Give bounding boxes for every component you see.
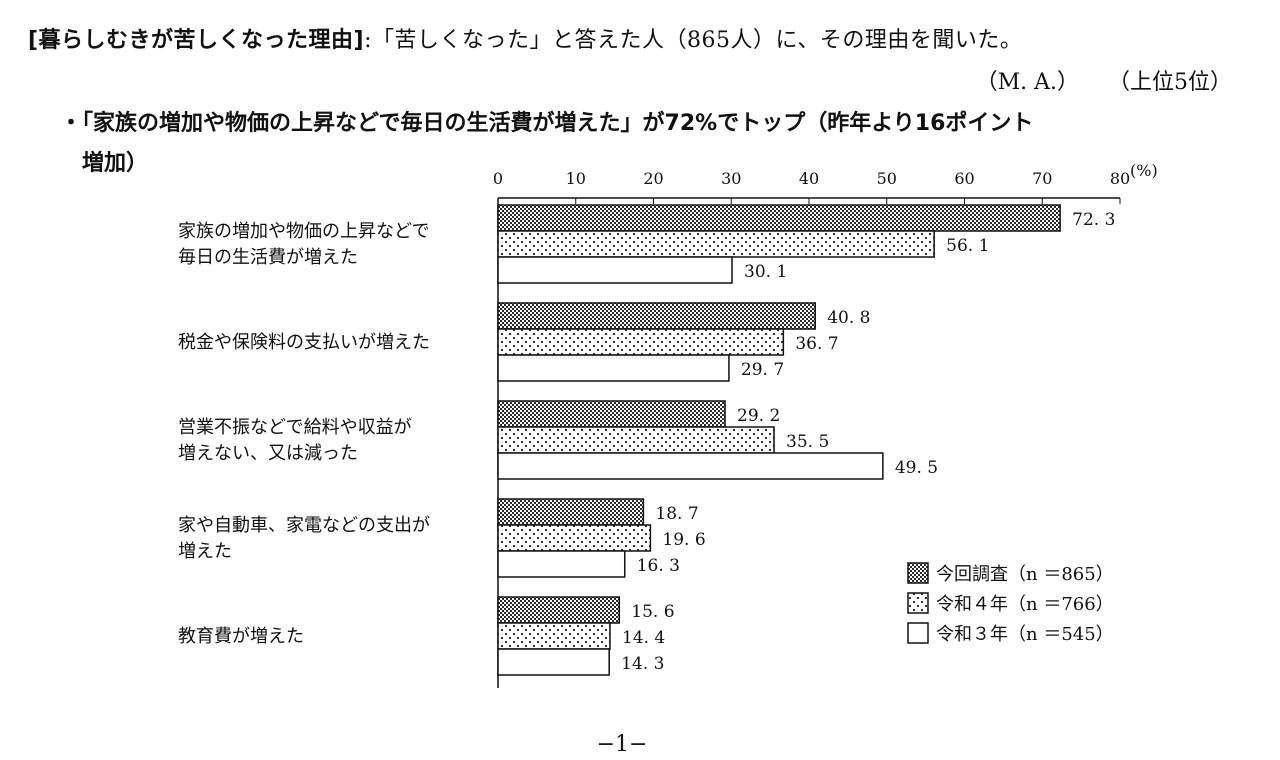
category-label: 毎日の生活費が増えた [178,247,358,268]
legend-swatch [907,562,929,584]
data-label: 16. 3 [637,556,680,576]
data-label: 56. 1 [946,236,989,256]
title-text: :「苦しくなった」と答えた人（865人）に、その理由を聞いた。 [364,28,1023,53]
bar [497,596,621,624]
x-tick-label: 80 [1110,169,1130,188]
data-label: 14. 3 [621,654,664,674]
data-label: 49. 5 [895,458,938,478]
bar [497,498,645,526]
summary-line-2: 増加） [82,151,149,176]
bar [497,328,785,356]
x-tick-label: 10 [566,169,586,188]
bar [497,204,1061,232]
category-label: 税金や保険料の支払いが増えた [178,332,430,353]
title-bracket: [暮らしむきが苦しくなった理由] [28,28,365,53]
category-label: 家族の増加や物価の上昇などで [178,221,430,242]
summary-text: ・「家族の増加や物価の上昇などで毎日の生活費が増えた」が72%でトップ（昨年より… [60,104,1220,184]
legend-label: 令和４年（n ＝766） [936,594,1114,615]
bar [497,400,726,428]
data-label: 19. 6 [662,530,705,550]
category-label: 増えた [178,541,232,562]
bar [497,230,935,258]
data-label: 72. 3 [1072,210,1115,230]
x-tick-label: 50 [877,169,897,188]
bar [497,622,611,650]
x-tick-label: 30 [721,169,741,188]
multiple-answer-note: （M. A.） [975,70,1079,95]
x-axis-unit: (%) [1130,161,1158,180]
summary-line-1: ・「家族の増加や物価の上昇などで毎日の生活費が増えた」が72%でトップ（昨年より… [60,111,1034,136]
data-label: 18. 7 [655,504,698,524]
page-number: −1− [596,732,648,757]
chart-title: [暮らしむきが苦しくなった理由]:「苦しくなった」と答えた人（865人）に、その… [28,22,1022,54]
x-tick-label: 20 [643,169,663,188]
category-label: 家や自動車、家電などの支出が [178,515,430,536]
data-label: 30. 1 [744,262,787,282]
category-label: 営業不振などで給料や収益が [178,417,412,438]
bar [497,550,626,578]
x-tick-label: 40 [799,169,819,188]
data-label: 35. 5 [786,432,829,452]
x-tick-label: 60 [954,169,974,188]
x-tick-label: 0 [493,169,503,188]
legend-label: 令和３年（n ＝545） [936,624,1114,645]
category-label: 増えない、又は減った [178,443,358,464]
top-five-note: （上位5位） [1119,70,1232,95]
legend-swatch [907,592,929,614]
data-label: 29. 2 [737,406,780,426]
data-label: 15. 6 [631,602,674,622]
legend-swatch [907,622,929,644]
bar [497,452,884,480]
bar [497,426,775,454]
bar [497,648,610,676]
bar [497,256,733,284]
data-label: 40. 8 [827,308,870,328]
data-label: 29. 7 [741,360,784,380]
x-tick-label: 70 [1032,169,1052,188]
bar [497,354,730,382]
bar [497,524,652,552]
data-label: 14. 4 [622,628,665,648]
bar [497,302,816,330]
category-label: 教育費が増えた [178,626,304,647]
data-label: 36. 7 [795,334,838,354]
legend-label: 今回調査（n ＝865） [936,564,1114,585]
survey-notes: （M. A.） （上位5位） [976,64,1232,96]
